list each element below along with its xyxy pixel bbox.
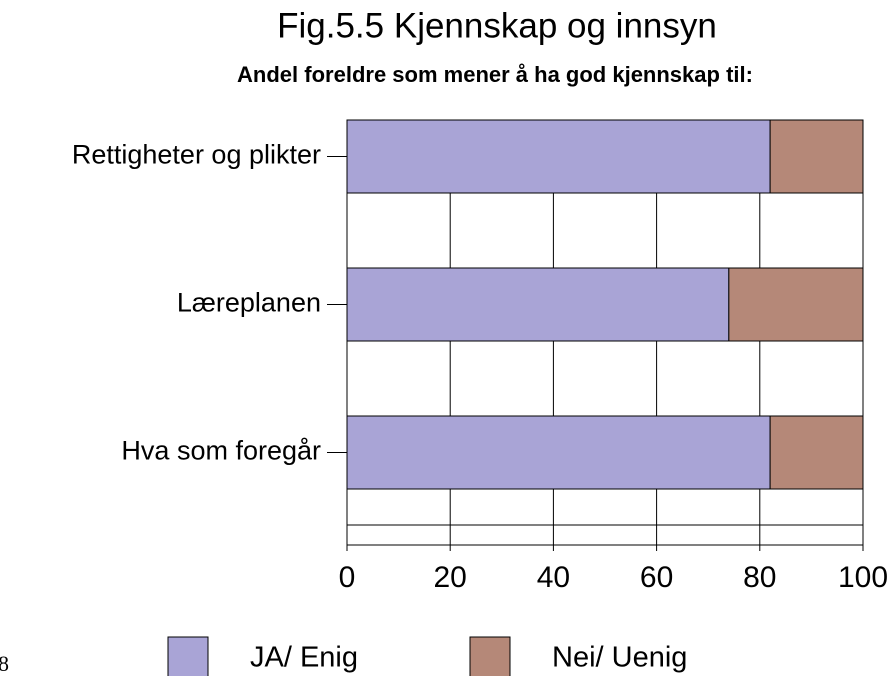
bar-segment — [346, 415, 771, 490]
legend-swatch — [469, 636, 511, 676]
bar-segment — [728, 267, 864, 342]
chart-subtitle: Andel foreldre som mener å ha god kjenns… — [237, 62, 753, 87]
chart-title: Fig.5.5 Kjennskap og innsyn — [277, 6, 717, 45]
legend-label: JA/ Enig — [250, 642, 358, 674]
x-tick-label: 80 — [743, 561, 776, 594]
page-number: 8 — [0, 651, 9, 676]
bar-segment — [346, 119, 771, 194]
y-tick-label: Hva som foregår — [121, 436, 321, 466]
y-tick-label: Læreplanen — [177, 288, 321, 318]
legend-label: Nei/ Uenig — [552, 642, 687, 674]
x-tick-label: 60 — [640, 561, 673, 594]
y-tick-label: Rettigheter og plikter — [72, 140, 321, 170]
x-tick-label: 20 — [434, 561, 467, 594]
x-tick-label: 40 — [537, 561, 570, 594]
bar-segment — [769, 119, 864, 194]
x-tick-label: 0 — [339, 561, 356, 594]
bar-segment — [346, 267, 730, 342]
x-tick-label: 100 — [838, 561, 888, 594]
bar-segment — [769, 415, 864, 490]
legend-swatch — [167, 636, 209, 676]
